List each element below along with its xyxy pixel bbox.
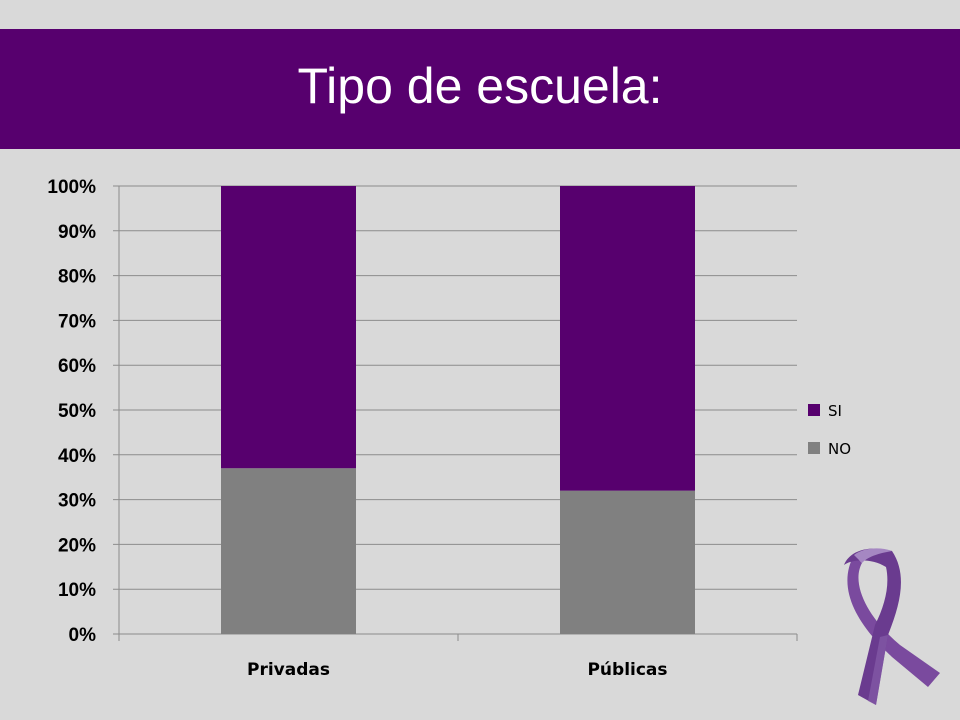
y-tick-label: 60%	[58, 356, 96, 377]
title-bar: Tipo de escuela:	[0, 29, 960, 149]
bar-si-privadas	[221, 186, 356, 469]
y-tick-label: 70%	[58, 311, 96, 332]
y-tick-label: 50%	[58, 401, 96, 422]
y-tick-label: 30%	[58, 491, 96, 512]
x-category-label: Privadas	[247, 660, 330, 680]
legend-label-si: SI	[828, 402, 842, 420]
legend-swatch-si	[808, 404, 820, 416]
y-tick-label: 100%	[47, 177, 96, 198]
y-tick-label: 20%	[58, 535, 96, 556]
y-tick-label: 90%	[58, 222, 96, 243]
y-tick-label: 0%	[69, 625, 97, 646]
bar-no-públicas	[560, 490, 695, 634]
slide-title: Tipo de escuela:	[297, 58, 663, 114]
y-tick-label: 10%	[58, 580, 96, 601]
bar-si-públicas	[560, 186, 695, 491]
legend-swatch-no	[808, 442, 820, 454]
legend-label-no: NO	[828, 440, 851, 458]
y-tick-label: 80%	[58, 267, 96, 288]
bar-no-privadas	[221, 468, 356, 634]
awareness-ribbon-icon	[844, 548, 940, 705]
y-tick-label: 40%	[58, 446, 96, 467]
x-category-label: Públicas	[587, 660, 667, 680]
